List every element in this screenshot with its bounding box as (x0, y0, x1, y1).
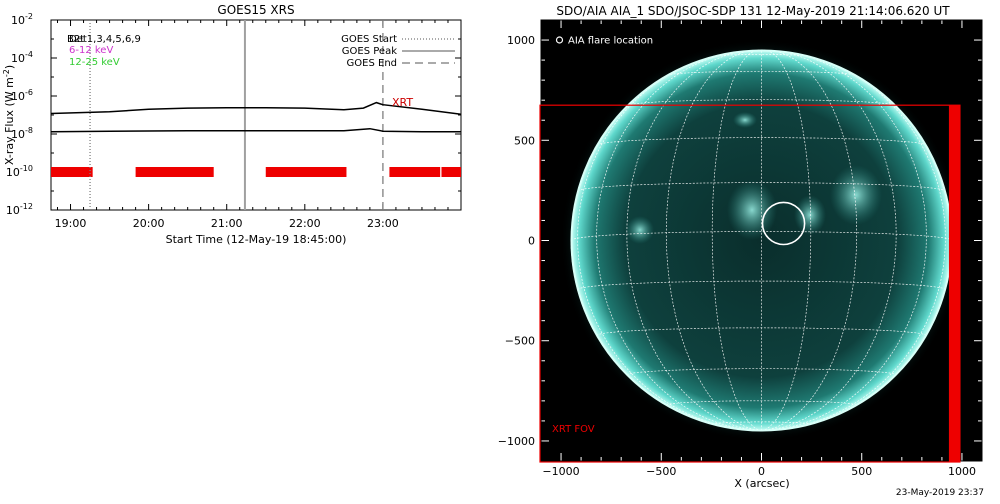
image-y-tick-label-2: 0 (528, 235, 535, 248)
longitude-line (761, 49, 812, 432)
legend-circle-icon (555, 36, 564, 44)
legend-label-goes-end: GOES End (347, 58, 397, 69)
image-y-tick-label-4: −1000 (498, 435, 535, 448)
longitude-line (711, 49, 762, 432)
xrt-annotation: XRT (392, 96, 413, 109)
coverage-bar-3 (389, 167, 441, 177)
coverage-bar-0 (51, 167, 93, 177)
chart-title: GOES15 XRS (217, 3, 294, 17)
flux-series-1 (51, 127, 461, 133)
latitude-line (626, 99, 897, 106)
y-tick-label-4: 10-10 (6, 164, 33, 179)
coverage-bar-1 (135, 167, 214, 177)
energy-label-6-12: 6-12 keV (69, 45, 113, 56)
image-x-axis-label: X (arcsec) (734, 477, 789, 490)
energy-label-12-25: 12-25 keV (69, 57, 120, 68)
flux-series-0 (51, 101, 461, 115)
xrt-fov-label: XRT FOV (552, 424, 595, 435)
x-tick-label-1: 20:00 (133, 217, 165, 230)
longitude-line (596, 50, 762, 432)
y-axis-ticks: 10-2 10-4 10-6 10-8 10-10 10-12 (6, 12, 461, 217)
image-x-tick-label-2: 0 (758, 465, 765, 478)
image-y-tick-label-3: −500 (505, 335, 535, 348)
y-tick-label-3: 10-8 (11, 126, 33, 141)
longitude-line (577, 53, 762, 432)
image-x-tick-label-4: 1000 (948, 465, 976, 478)
xrt-fov-band (948, 105, 960, 463)
image-x-tick-label-0: −1000 (542, 465, 579, 478)
longitude-line (761, 50, 927, 432)
heliographic-grid (570, 49, 953, 432)
legend: GOES Start GOES Peak GOES End (341, 34, 455, 69)
legend-label-goes-start: GOES Start (341, 34, 397, 45)
x-tick-label-3: 22:00 (289, 217, 321, 230)
image-title: SDO/AIA AIA_1 SDO/JSOC-SDP 131 12-May-20… (556, 4, 950, 18)
longitude-line (665, 50, 762, 432)
overlap-label: B2t (67, 34, 84, 45)
legend-flare-label: AIA flare location (568, 36, 653, 47)
legend-label-goes-peak: GOES Peak (342, 46, 397, 57)
y-tick-label-2: 10-6 (11, 88, 33, 103)
longitude-line (626, 50, 762, 432)
longitude-line (761, 53, 946, 432)
longitude-line (761, 50, 897, 432)
latitude-line (666, 70, 857, 76)
image-x-tick-label-1: −500 (646, 465, 676, 478)
coverage-bar-4 (441, 167, 461, 177)
x-axis-ticks: 19:00 20:00 21:00 22:00 23:00 (55, 20, 462, 230)
y-axis-label: X-ray Flux (W m-2) (2, 65, 16, 165)
energy-labels: B2t Det1,3,4,5,6,9 6-12 keV 12-25 keV (67, 34, 141, 68)
flare-location-marker (761, 201, 806, 246)
x-axis-label: Start Time (12-May-19 18:45:00) (166, 233, 347, 246)
longitude-line (761, 50, 858, 432)
image-y-tick-label-1: 500 (514, 134, 535, 147)
image-frame (540, 19, 983, 462)
y-tick-label-1: 10-4 (11, 50, 33, 65)
x-tick-label-4: 23:00 (367, 217, 399, 230)
latitude-line (577, 182, 946, 192)
y-tick-label-0: 10-2 (11, 12, 33, 27)
image-y-tick-label-0: 1000 (507, 34, 535, 47)
y-tick-label-5: 10-12 (6, 202, 33, 217)
latitude-line (596, 137, 927, 146)
image-axis-ticks: −1000 −500 0 500 1000 1000 500 0 −500 −1000 (498, 20, 982, 478)
footer-timestamp: 23-May-2019 23:37 (896, 488, 984, 498)
plot-area (51, 20, 461, 210)
x-tick-label-0: 19:00 (55, 217, 87, 230)
goes-light-curve-chart: GOES15 XRS 10-2 10-4 10-6 10-8 10-10 10-12 19… (2, 3, 462, 246)
detector-label: Det1,3,4,5,6,9 (69, 34, 141, 45)
x-tick-label-2: 21:00 (211, 217, 243, 230)
image-x-tick-label-3: 500 (851, 465, 872, 478)
coverage-bar-2 (265, 167, 347, 177)
aia-image-panel: SDO/AIA AIA_1 SDO/JSOC-SDP 131 12-May-20… (498, 4, 983, 490)
